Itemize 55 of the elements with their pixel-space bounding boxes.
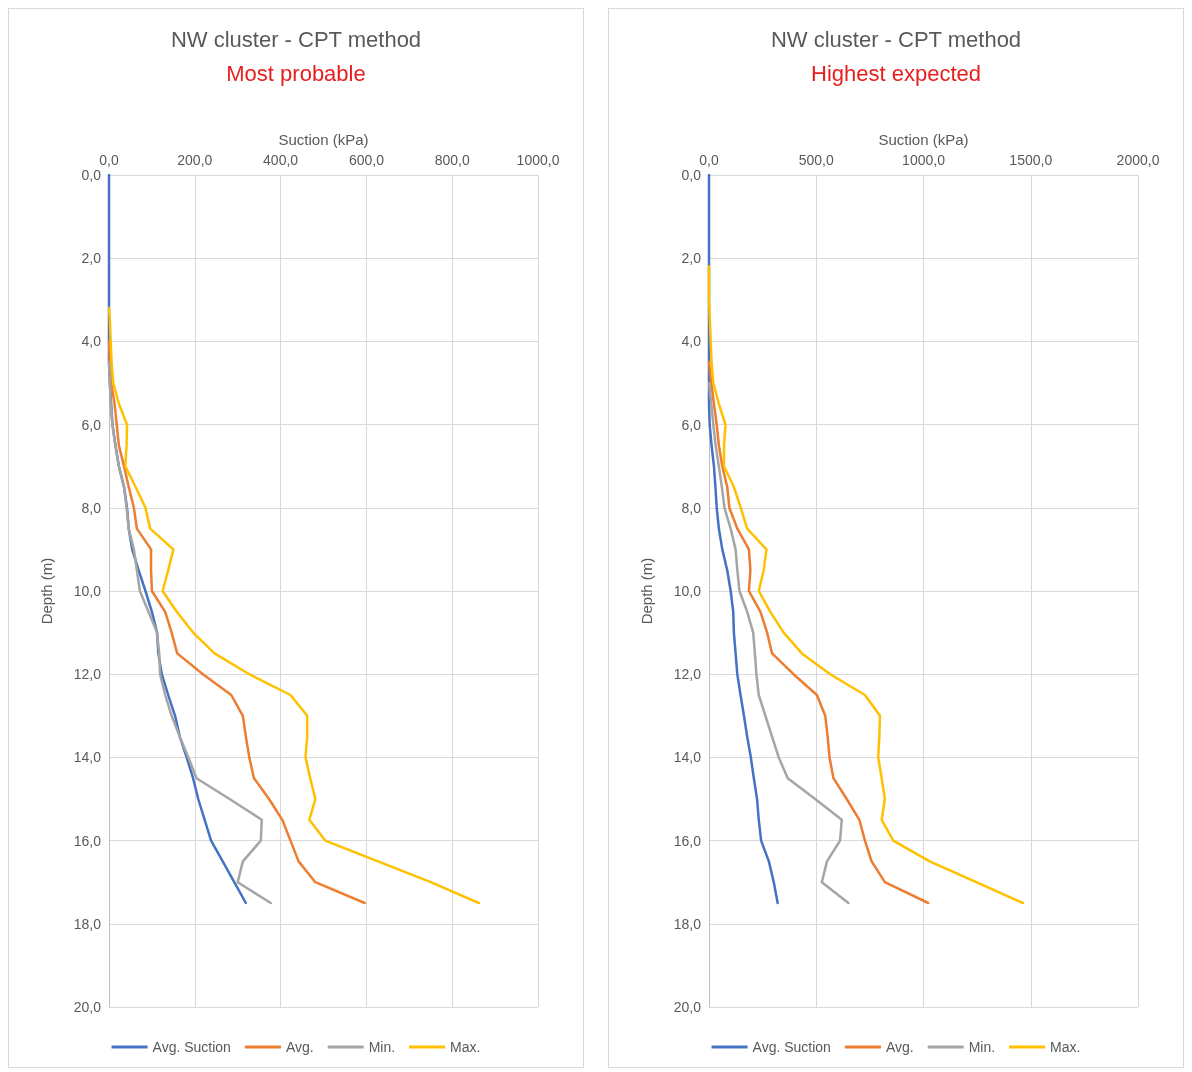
chart-title: NW cluster - CPT method (170, 26, 422, 52)
legend-label: Avg. (285, 1039, 314, 1055)
legend-label: Max. (1050, 1039, 1081, 1055)
y-tick-label: 14,0 (673, 749, 702, 766)
x-tick-label: 1000,0 (902, 152, 946, 168)
y-tick-label: 8,0 (681, 499, 702, 516)
y-tick-label: 12,0 (73, 666, 102, 683)
line-series (707, 381, 850, 905)
x-tick-label: 0,0 (99, 152, 119, 168)
x-tick-label: 600,0 (348, 152, 385, 168)
y-tick-label: 4,0 (681, 333, 702, 350)
chart-title: NW cluster - CPT method (770, 26, 1022, 52)
legend-label: Min. (368, 1039, 396, 1055)
y-tick-label: 8,0 (81, 499, 102, 516)
y-tick-label: 16,0 (73, 832, 102, 849)
legend-label: Min. (968, 1039, 996, 1055)
y-tick-label: 10,0 (73, 583, 102, 599)
x-axis-title: Suction (kPa) (878, 131, 969, 148)
y-tick-label: 4,0 (81, 333, 102, 350)
chart-subtitle: Most probable (226, 60, 366, 86)
x-tick-label: 200,0 (177, 152, 213, 168)
legend-label: Avg. (885, 1039, 914, 1055)
line-series (707, 360, 930, 905)
y-tick-label: 10,0 (673, 583, 702, 599)
y-tick-label: 18,0 (673, 915, 702, 932)
line-series (107, 340, 366, 905)
y-tick-label: 2,0 (81, 250, 102, 267)
y-tick-label: 20,0 (673, 999, 702, 1015)
y-tick-label: 16,0 (673, 832, 702, 849)
y-tick-label: 2,0 (681, 250, 702, 267)
chart-subtitle: Highest expected (811, 60, 981, 86)
legend-label: Avg. Suction (752, 1039, 831, 1055)
line-series (107, 360, 272, 905)
y-tick-label: 6,0 (81, 416, 102, 433)
line-series (107, 306, 481, 905)
x-tick-label: 2000,0 (1116, 152, 1160, 168)
y-tick-label: 14,0 (73, 749, 102, 766)
x-tick-label: 1000,0 (516, 152, 560, 168)
y-tick-label: 18,0 (73, 915, 102, 932)
x-axis-title: Suction (kPa) (278, 131, 369, 148)
x-tick-label: 0,0 (699, 152, 719, 168)
y-tick-label: 20,0 (73, 999, 102, 1015)
y-tick-label: 12,0 (673, 666, 702, 683)
x-tick-label: 500,0 (798, 152, 834, 168)
x-tick-label: 400,0 (263, 152, 299, 168)
y-tick-label: 6,0 (681, 416, 702, 433)
y-tick-label: 0,0 (81, 167, 102, 183)
x-tick-label: 800,0 (434, 152, 470, 168)
legend-label: Avg. Suction (152, 1039, 231, 1055)
legend-label: Max. (450, 1039, 481, 1055)
y-axis-title: Depth (m) (38, 557, 55, 625)
x-tick-label: 1500,0 (1009, 152, 1053, 168)
y-axis-title: Depth (m) (638, 557, 655, 625)
line-series (707, 265, 1025, 905)
y-tick-label: 0,0 (681, 167, 702, 183)
